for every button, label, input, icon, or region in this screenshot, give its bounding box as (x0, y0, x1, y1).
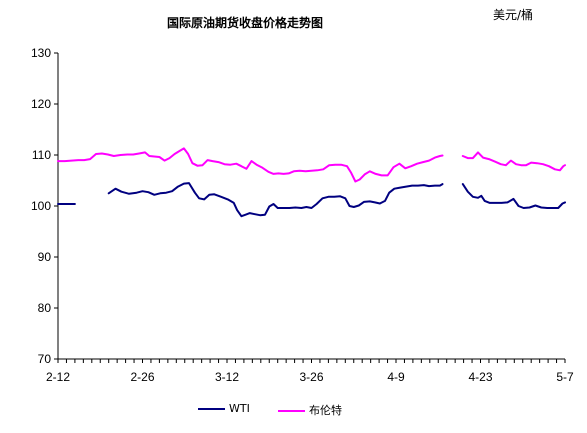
x-tick-label: 4-9 (387, 370, 405, 384)
legend-item-brent: 布伦特 (278, 402, 342, 418)
legend-label-wti: WTI (229, 402, 250, 415)
y-tick-labels: 130 120 110 100 90 80 70 (31, 46, 51, 366)
x-tick-label: 3-26 (299, 370, 323, 384)
chart-title: 国际原油期货收盘价格走势图 (166, 16, 323, 30)
legend-item-wti: WTI (198, 402, 250, 415)
y-tick-label: 80 (38, 301, 52, 315)
y-tick-label: 90 (38, 250, 52, 264)
x-tick-label: 2-26 (130, 370, 154, 384)
series-line-brent (57, 147, 566, 183)
unit-label: 美元/桶 (493, 8, 534, 22)
x-tick-label: 5-7 (556, 370, 574, 384)
series-lines (57, 147, 566, 218)
x-tick-label: 4-23 (468, 370, 492, 384)
legend-swatch-wti (198, 408, 225, 410)
axes (54, 52, 566, 363)
series-line-wti (57, 182, 566, 218)
y-tick-label: 120 (31, 97, 51, 111)
y-tick-label: 130 (31, 46, 51, 60)
x-tick-labels: 2-12 2-26 3-12 3-26 4-9 4-23 5-7 (46, 370, 574, 384)
y-tick-label: 70 (38, 352, 52, 366)
x-tick-label: 3-12 (215, 370, 239, 384)
x-tick-label: 2-12 (46, 370, 70, 384)
legend-swatch-brent (278, 410, 305, 412)
y-tick-label: 110 (32, 148, 51, 162)
legend-label-brent: 布伦特 (309, 404, 342, 417)
y-tick-label: 100 (31, 199, 51, 213)
